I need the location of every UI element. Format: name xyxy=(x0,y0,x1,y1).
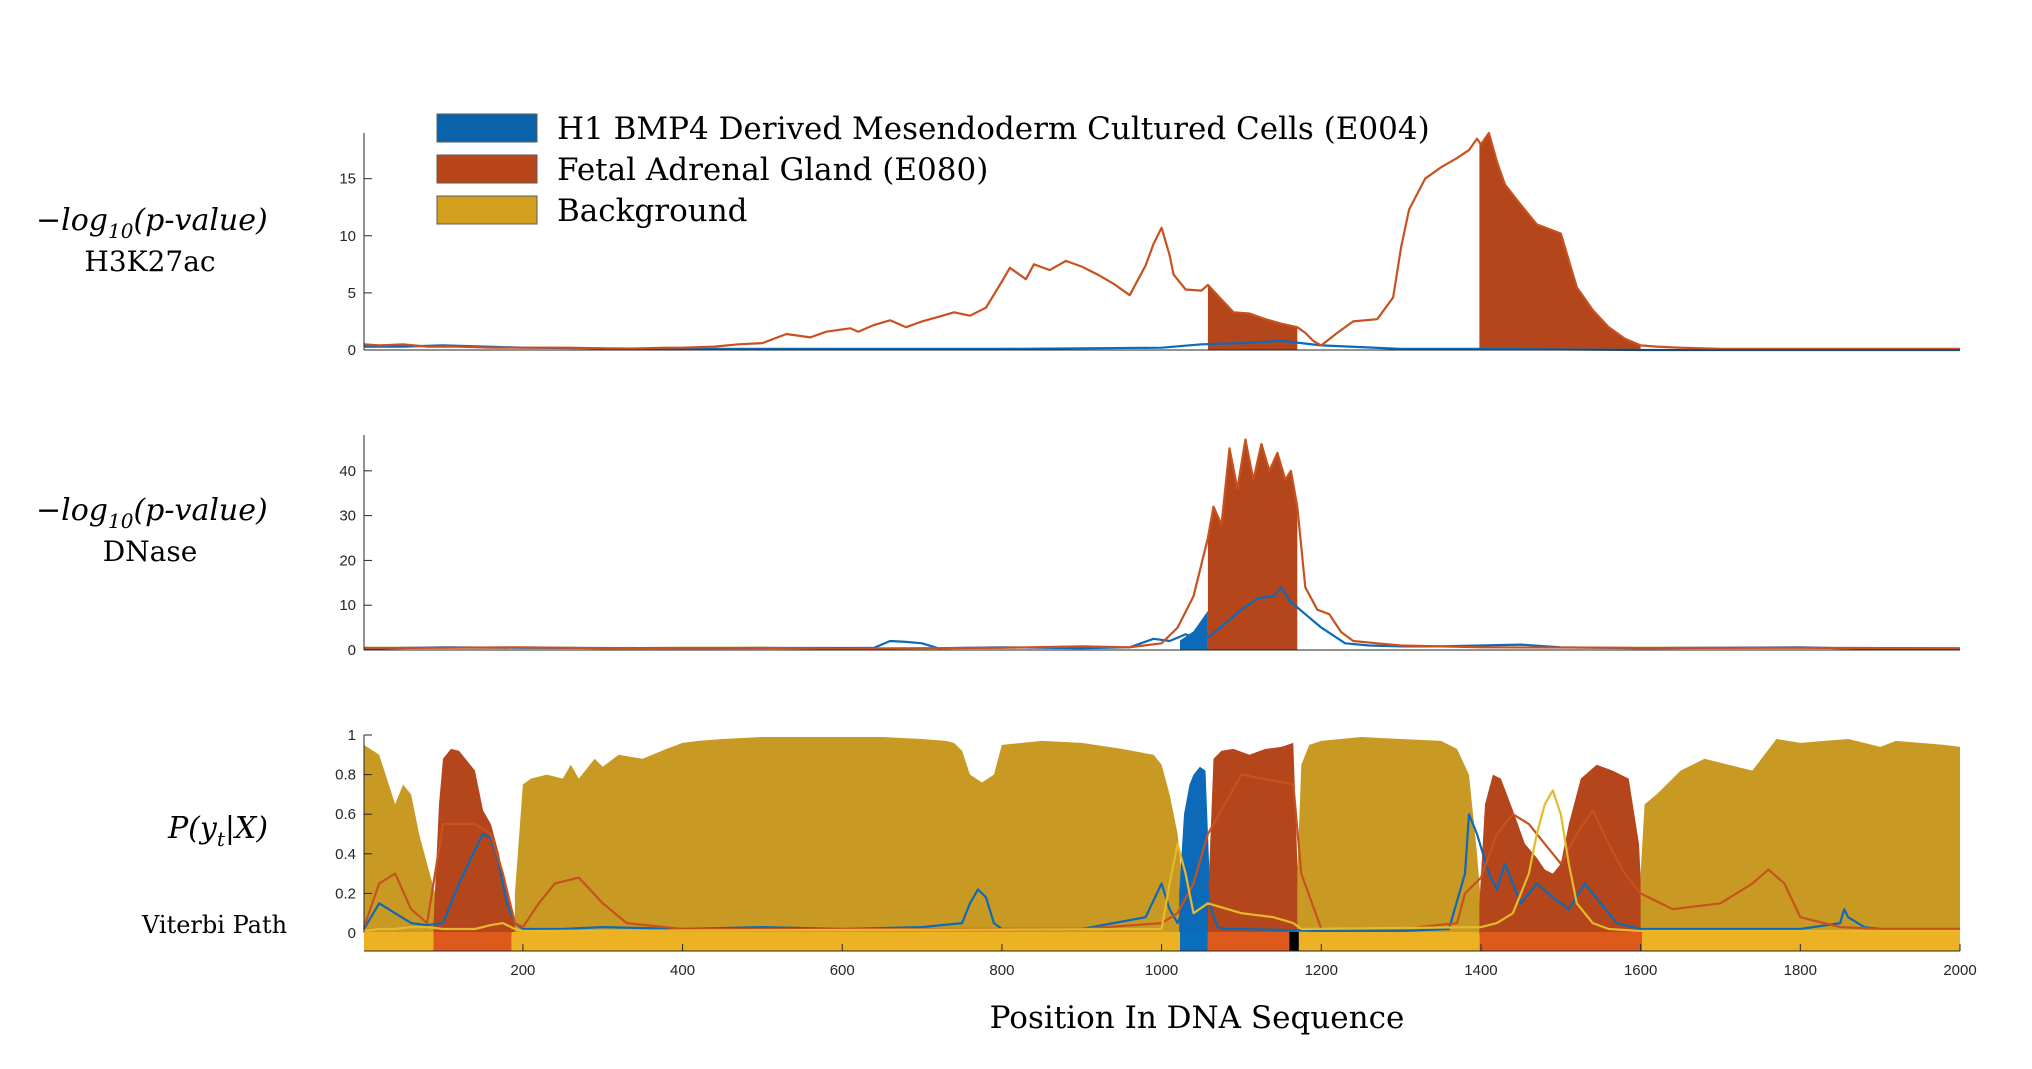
dnase-mark-label: DNase xyxy=(103,535,198,568)
h3k27ac-ylabel-sub: 10 xyxy=(108,219,134,243)
h3k27ac-highlight-fetal-adrenal-gland-e080 xyxy=(1479,135,1641,350)
posterior-area-h1-bmp4-derived-mesendoderm-cultured-cells-e004-3 xyxy=(1179,766,1210,933)
h3k27ac-ylabel-math: −log xyxy=(36,203,108,238)
row-label-posterior: P(yt|X) xyxy=(167,811,268,851)
x-tick-label: 1800 xyxy=(1784,962,1817,979)
posterior-y-tick-label: 0.4 xyxy=(335,846,356,863)
panel-dnase: 0 10 20 30 40 xyxy=(339,435,1961,659)
legend-swatch-h1-bmp4-derived-mesendoderm-cultured-cells-e004 xyxy=(436,113,538,143)
legend-label-h1-bmp4-derived-mesendoderm-cultured-cells-e004: H1 BMP4 Derived Mesendoderm Cultured Cel… xyxy=(557,111,1430,147)
posterior-area-fetal-adrenal-gland-e080-6 xyxy=(1479,764,1643,933)
h3k27ac-mark-label: H3K27ac xyxy=(84,245,215,278)
posterior-y-tick-label: 0.6 xyxy=(335,806,356,823)
h3k27ac-ylabel-rest: (p-value) xyxy=(133,203,267,238)
posterior-ylabel-rest: |X) xyxy=(225,811,268,846)
dnase-ylabel: −log10(p-value) xyxy=(36,493,268,533)
x-tick-label: 800 xyxy=(989,962,1014,979)
h3k27ac-y-tick-label: 5 xyxy=(348,285,356,302)
x-axis: 200 400 600 800 1000 1200 1400 1600 1800 2000 xyxy=(364,944,1977,979)
h3k27ac-line-fetal-adrenal-gland-e080 xyxy=(363,131,1960,350)
x-tick-label: 600 xyxy=(830,962,855,979)
viterbi-segment-fetal-adrenal-gland-e080 xyxy=(433,932,512,951)
dnase-y-tick-label: 30 xyxy=(339,508,356,525)
panel-h3k27ac: 0 5 10 15 xyxy=(339,131,1960,359)
dnase-line-h1-bmp4-derived-mesendoderm-cultured-cells-e004 xyxy=(363,586,1960,650)
x-axis-label: Position In DNA Sequence xyxy=(990,1000,1405,1036)
posterior-line-background xyxy=(363,789,1960,933)
dnase-highlight-fetal-adrenal-gland-e080 xyxy=(1207,441,1298,650)
row-label-h3k27ac: −log10(p-value) H3K27ac xyxy=(36,203,268,278)
viterbi-segment-background xyxy=(511,932,1180,951)
h3k27ac-ylabel: −log10(p-value) xyxy=(36,203,268,243)
posterior-area-background-2 xyxy=(514,737,1182,933)
posterior-ylabel-sub: t xyxy=(217,827,226,851)
posterior-area-background-7 xyxy=(1640,739,1960,933)
viterbi-segment-fetal-adrenal-gland-e080 xyxy=(1207,932,1290,951)
viterbi-segment-unknown xyxy=(1289,932,1299,951)
viterbi-segment-background xyxy=(1298,932,1480,951)
dnase-y-tick-label: 40 xyxy=(339,463,356,480)
x-tick-label: 1200 xyxy=(1305,962,1338,979)
viterbi-segment-background xyxy=(364,932,434,951)
dnase-y-tick-label: 20 xyxy=(339,552,356,569)
viterbi-segment-h1-bmp4-derived-mesendoderm-cultured-cells-e004 xyxy=(1180,932,1208,951)
panel-posterior: 0 0.2 0.4 0.6 0.8 1 xyxy=(335,727,1960,942)
posterior-line-h1-bmp4-derived-mesendoderm-cultured-cells-e004 xyxy=(363,813,1960,933)
dnase-line-fetal-adrenal-gland-e080 xyxy=(364,438,1961,650)
dnase-y-tick-label: 0 xyxy=(348,642,356,659)
viterbi-segment-fetal-adrenal-gland-e080 xyxy=(1479,932,1643,951)
posterior-area-fetal-adrenal-gland-e080-1 xyxy=(433,748,517,933)
x-tick-label: 1400 xyxy=(1464,962,1497,979)
h3k27ac-highlight-fetal-adrenal-gland-e080 xyxy=(1207,284,1298,350)
dnase-y-tick-label: 10 xyxy=(339,597,356,614)
x-tick-label: 2000 xyxy=(1943,962,1976,979)
legend-label-background: Background xyxy=(557,193,748,229)
viterbi-segment-background xyxy=(1642,932,1960,951)
posterior-y-tick-label: 0.8 xyxy=(335,767,356,784)
h3k27ac-y-tick-label: 10 xyxy=(339,228,356,245)
legend-label-fetal-adrenal-gland-e080: Fetal Adrenal Gland (E080) xyxy=(557,152,988,188)
x-tick-label: 200 xyxy=(510,962,535,979)
posterior-area-fetal-adrenal-gland-e080-4 xyxy=(1207,742,1299,933)
viterbi-bar xyxy=(364,932,1960,951)
legend-swatch-background xyxy=(436,195,538,225)
dnase-ylabel-sub: 10 xyxy=(108,509,134,533)
posterior-y-tick-label: 1 xyxy=(348,727,356,744)
dnase-ylabel-math: −log xyxy=(36,493,108,528)
posterior-area-background-5 xyxy=(1297,737,1481,933)
posterior-ylabel-math: P(y xyxy=(167,811,218,846)
x-tick-label: 1000 xyxy=(1145,962,1178,979)
dnase-ylabel-rest: (p-value) xyxy=(133,493,267,528)
posterior-y-tick-label: 0 xyxy=(348,925,356,942)
legend: H1 BMP4 Derived Mesendoderm Cultured Cel… xyxy=(436,111,1430,229)
x-tick-label: 400 xyxy=(670,962,695,979)
legend-swatch-fetal-adrenal-gland-e080 xyxy=(436,154,538,184)
posterior-line-fetal-adrenal-gland-e080 xyxy=(362,773,1960,931)
posterior-area-background-0 xyxy=(364,744,436,933)
posterior-ylabel: P(yt|X) xyxy=(167,811,268,851)
x-tick-label: 1600 xyxy=(1624,962,1657,979)
viterbi-label: Viterbi Path xyxy=(141,911,287,939)
h3k27ac-y-tick-label: 0 xyxy=(348,342,356,359)
h3k27ac-y-tick-label: 15 xyxy=(339,171,356,188)
posterior-y-tick-label: 0.2 xyxy=(335,885,356,902)
row-label-dnase: −log10(p-value) DNase xyxy=(36,493,268,568)
